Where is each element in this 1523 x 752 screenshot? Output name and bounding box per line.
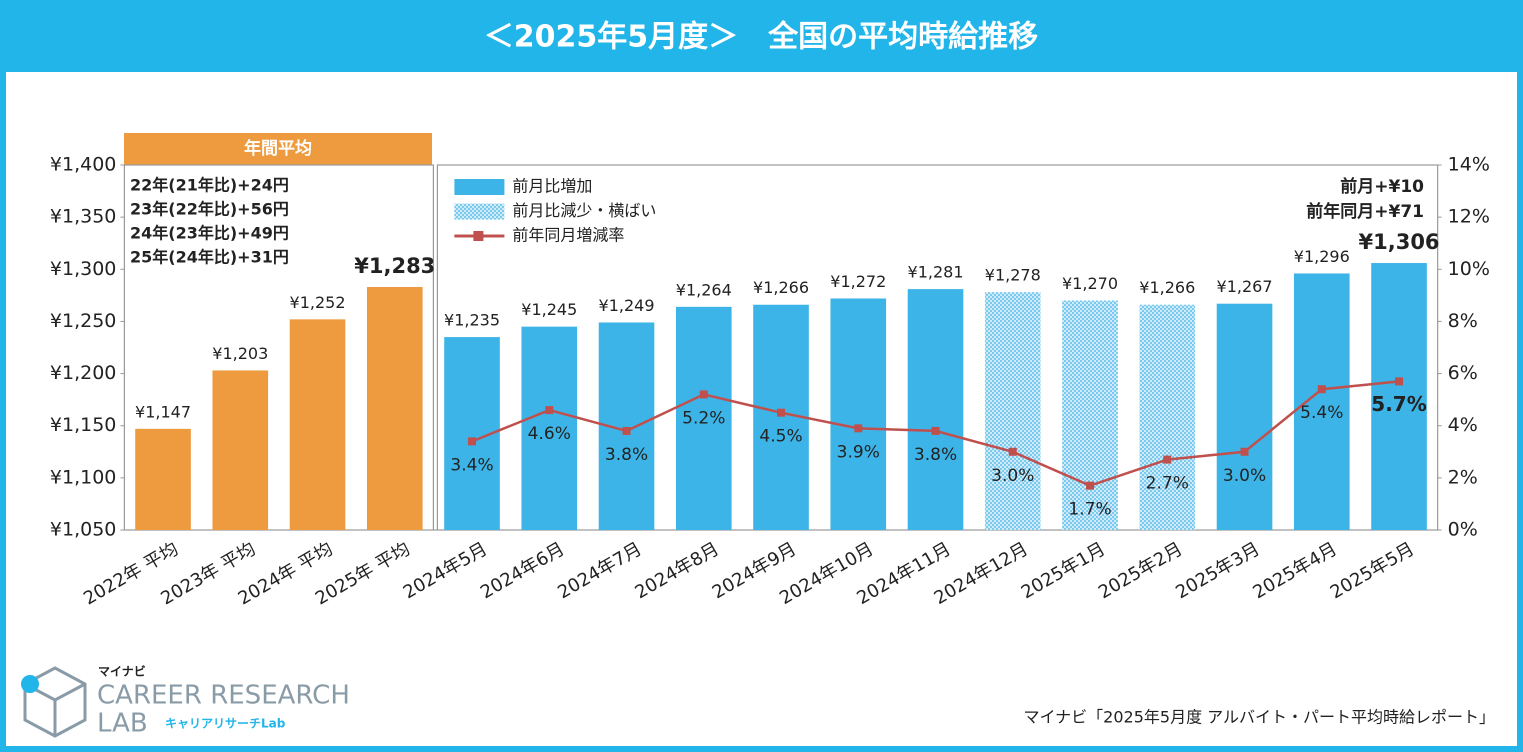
logo-line2: LAB xyxy=(97,709,148,739)
bar-value-label: ¥1,270 xyxy=(1062,274,1118,293)
annual-header: 年間平均 xyxy=(244,138,312,159)
line-marker xyxy=(1086,481,1095,490)
line-value-label: 4.6% xyxy=(528,424,571,444)
source: マイナビ「2025年5月度 アルバイト・パート平均時給レポート」 xyxy=(1023,708,1495,727)
bar xyxy=(675,306,732,530)
line-marker xyxy=(545,406,554,415)
bar xyxy=(1371,263,1427,530)
line-marker xyxy=(1240,447,1249,456)
chart-title: ＜2025年5月度＞ 全国の平均時給推移 xyxy=(484,20,1038,55)
line-marker xyxy=(1008,447,1017,456)
bar-value-label: ¥1,267 xyxy=(1217,277,1273,296)
y2-tick-label: 0% xyxy=(1448,519,1478,541)
bar-value-label: ¥1,235 xyxy=(444,311,500,330)
line-value-label: 3.0% xyxy=(1223,466,1266,486)
bar-value-label: ¥1,266 xyxy=(1139,278,1195,297)
line-value-label: 3.4% xyxy=(450,455,493,475)
bar-value-label: ¥1,281 xyxy=(908,263,964,282)
separator-gap xyxy=(434,164,437,166)
latest-note: 前年同月+¥71 xyxy=(1306,201,1424,222)
annual-note: 22年(21年比)+24円 xyxy=(130,176,289,195)
line-marker xyxy=(622,426,631,435)
line-value-label: 3.9% xyxy=(837,442,880,462)
logo-brand: マイナビ xyxy=(98,664,146,679)
bar xyxy=(212,370,269,530)
y-tick-label: ¥1,300 xyxy=(50,258,116,280)
annual-header-box xyxy=(124,133,432,165)
line-marker xyxy=(854,424,863,433)
line-value-label: 5.2% xyxy=(682,408,725,428)
y2-tick-label: 6% xyxy=(1448,362,1478,384)
line-marker xyxy=(468,437,477,446)
y-tick-label: ¥1,050 xyxy=(50,519,116,541)
y2-tick-label: 10% xyxy=(1448,258,1490,280)
line-value-label: 3.8% xyxy=(914,445,957,465)
bar xyxy=(135,428,191,530)
bar-value-label: ¥1,266 xyxy=(753,278,809,297)
title-bar xyxy=(0,0,1523,72)
line-marker xyxy=(1395,377,1404,386)
y-tick-label: ¥1,150 xyxy=(50,414,116,436)
logo-line1: CAREER RESEARCH xyxy=(97,681,350,711)
logo-dot xyxy=(21,675,39,693)
bar xyxy=(521,326,578,530)
bar-value-label: ¥1,264 xyxy=(676,280,732,299)
line-marker xyxy=(699,390,708,399)
logo-sub: キャリアリサーチLab xyxy=(165,717,286,731)
bar-value-label: ¥1,245 xyxy=(521,300,577,319)
bar-value-label: ¥1,249 xyxy=(599,296,655,315)
bar-value-label: ¥1,306 xyxy=(1359,230,1440,254)
bar xyxy=(1293,273,1350,530)
line-value-label: 2.7% xyxy=(1146,474,1189,494)
line-marker xyxy=(931,426,940,435)
annual-note: 24年(23年比)+49円 xyxy=(130,224,289,243)
line-value-label: 5.7% xyxy=(1371,392,1426,416)
bar xyxy=(366,287,423,530)
legend-swatch xyxy=(454,203,505,220)
latest-note: 前月+¥10 xyxy=(1340,176,1424,197)
y2-tick-label: 4% xyxy=(1448,414,1478,436)
bar xyxy=(289,319,346,530)
bar xyxy=(907,289,964,530)
y-tick-label: ¥1,100 xyxy=(50,466,116,488)
bar xyxy=(1062,300,1118,530)
bar-value-label: ¥1,252 xyxy=(290,293,346,312)
logo: マイナビ CAREER RESEARCH LAB キャリアリサーチLab xyxy=(21,664,350,739)
y2-tick-label: 2% xyxy=(1448,466,1478,488)
legend-swatch xyxy=(454,179,505,195)
annual-note: 23年(22年比)+56円 xyxy=(130,200,289,219)
annual-note: 25年(24年比)+31円 xyxy=(130,248,289,267)
legend-label: 前年同月増減率 xyxy=(512,226,624,245)
line-marker xyxy=(777,408,786,417)
legend-label: 前月比増加 xyxy=(512,177,592,196)
bar xyxy=(1216,303,1273,530)
line-value-label: 4.5% xyxy=(759,427,802,447)
line-value-label: 3.8% xyxy=(605,445,648,465)
bar-value-label: ¥1,296 xyxy=(1294,247,1350,266)
y2-tick-label: 8% xyxy=(1448,310,1478,332)
y2-tick-label: 12% xyxy=(1448,206,1490,228)
line-marker xyxy=(1317,385,1326,394)
line-value-label: 1.7% xyxy=(1068,500,1111,520)
y2-tick-label: 14% xyxy=(1448,154,1490,176)
bar xyxy=(830,298,887,530)
y-tick-label: ¥1,200 xyxy=(50,362,116,384)
bar-value-label: ¥1,147 xyxy=(135,402,191,421)
bar-value-label: ¥1,283 xyxy=(354,254,435,278)
bar-value-label: ¥1,203 xyxy=(212,344,268,363)
bar xyxy=(1139,304,1196,530)
y-tick-label: ¥1,250 xyxy=(50,310,116,332)
bar-value-label: ¥1,278 xyxy=(985,266,1041,285)
line-marker xyxy=(1163,455,1172,464)
y-tick-label: ¥1,400 xyxy=(50,154,116,176)
line-value-label: 3.0% xyxy=(991,466,1034,486)
legend-label: 前月比減少・横ばい xyxy=(512,201,656,220)
bar xyxy=(984,292,1041,530)
bar-value-label: ¥1,272 xyxy=(830,272,886,291)
y-tick-label: ¥1,350 xyxy=(50,206,116,228)
line-value-label: 5.4% xyxy=(1300,403,1343,423)
legend-marker xyxy=(473,231,484,241)
